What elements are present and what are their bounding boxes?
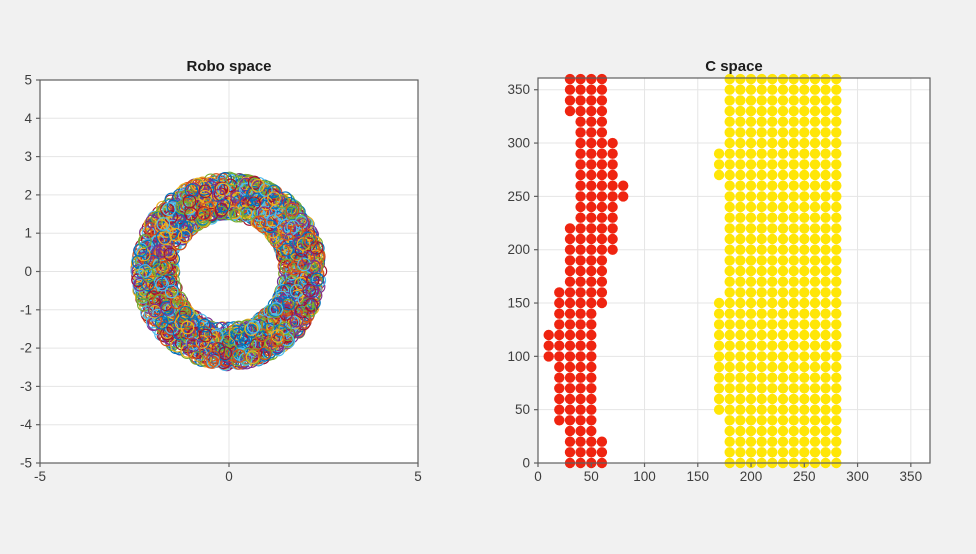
- robo-space-tick-labels: -5 0 5 -5 -4 -3 -2 -1 0 1 2 3 4 5: [20, 73, 422, 485]
- c-space-frame: [534, 77, 931, 467]
- c-space-x-tick-label: 50: [584, 469, 599, 484]
- c-space-y-tick-label: 200: [507, 242, 530, 257]
- robo-space-y-tick-label: 0: [24, 264, 32, 279]
- c-space-x-tick-label: 150: [687, 469, 710, 484]
- c-space-y-tick-label: 250: [507, 189, 530, 204]
- c-space-y-tick-label: 100: [507, 349, 530, 364]
- c-space-x-tick-label: 100: [633, 469, 656, 484]
- robo-space-x-tick-label: -5: [34, 469, 46, 484]
- robo-space-y-tick-label: 2: [24, 187, 32, 202]
- c-space-y-tick-label: 150: [507, 296, 530, 311]
- c-space-x-tick-label: 350: [900, 469, 923, 484]
- c-space-y-tick-label: 0: [522, 456, 530, 471]
- c-space-title: C space: [705, 58, 763, 75]
- robo-space-y-tick-label: -2: [20, 341, 32, 356]
- robo-space-y-tick-label: 3: [24, 149, 32, 164]
- robo-space-y-tick-label: -5: [20, 456, 32, 471]
- robo-space-y-tick-label: -4: [20, 417, 32, 432]
- free-region-yellow-scatter-points: [713, 73, 842, 469]
- robo-space-x-tick-label: 0: [225, 469, 233, 484]
- robo-space-frame: [36, 79, 419, 467]
- c-space-y-tick-label: 350: [507, 82, 530, 97]
- c-space-tick-labels: 0 50 100 150 200 250 300 350 0 50 100 150 200 250 300 3…: [507, 82, 922, 484]
- robo-space-y-tick-label: 4: [24, 111, 32, 126]
- robo-space-title: Robo space: [186, 58, 272, 75]
- c-space-x-tick-label: 200: [740, 469, 763, 484]
- robo-space-y-tick-label: -1: [20, 302, 32, 317]
- robo-space-y-tick-label: -3: [20, 379, 32, 394]
- c-space-x-tick-label: 250: [793, 469, 816, 484]
- robot-workspace-ring-markers: [130, 171, 328, 372]
- robo-space-x-tick-label: 5: [414, 469, 422, 484]
- c-space-y-tick-label: 300: [507, 136, 530, 151]
- c-space-x-tick-label: 300: [846, 469, 869, 484]
- c-space-y-tick-label: 50: [515, 402, 530, 417]
- robo-space-y-tick-label: 1: [24, 226, 32, 241]
- robo-space-y-tick-label: 5: [24, 73, 32, 88]
- robo-space-gridlines: [40, 80, 418, 463]
- c-space-x-tick-label: 0: [534, 469, 542, 484]
